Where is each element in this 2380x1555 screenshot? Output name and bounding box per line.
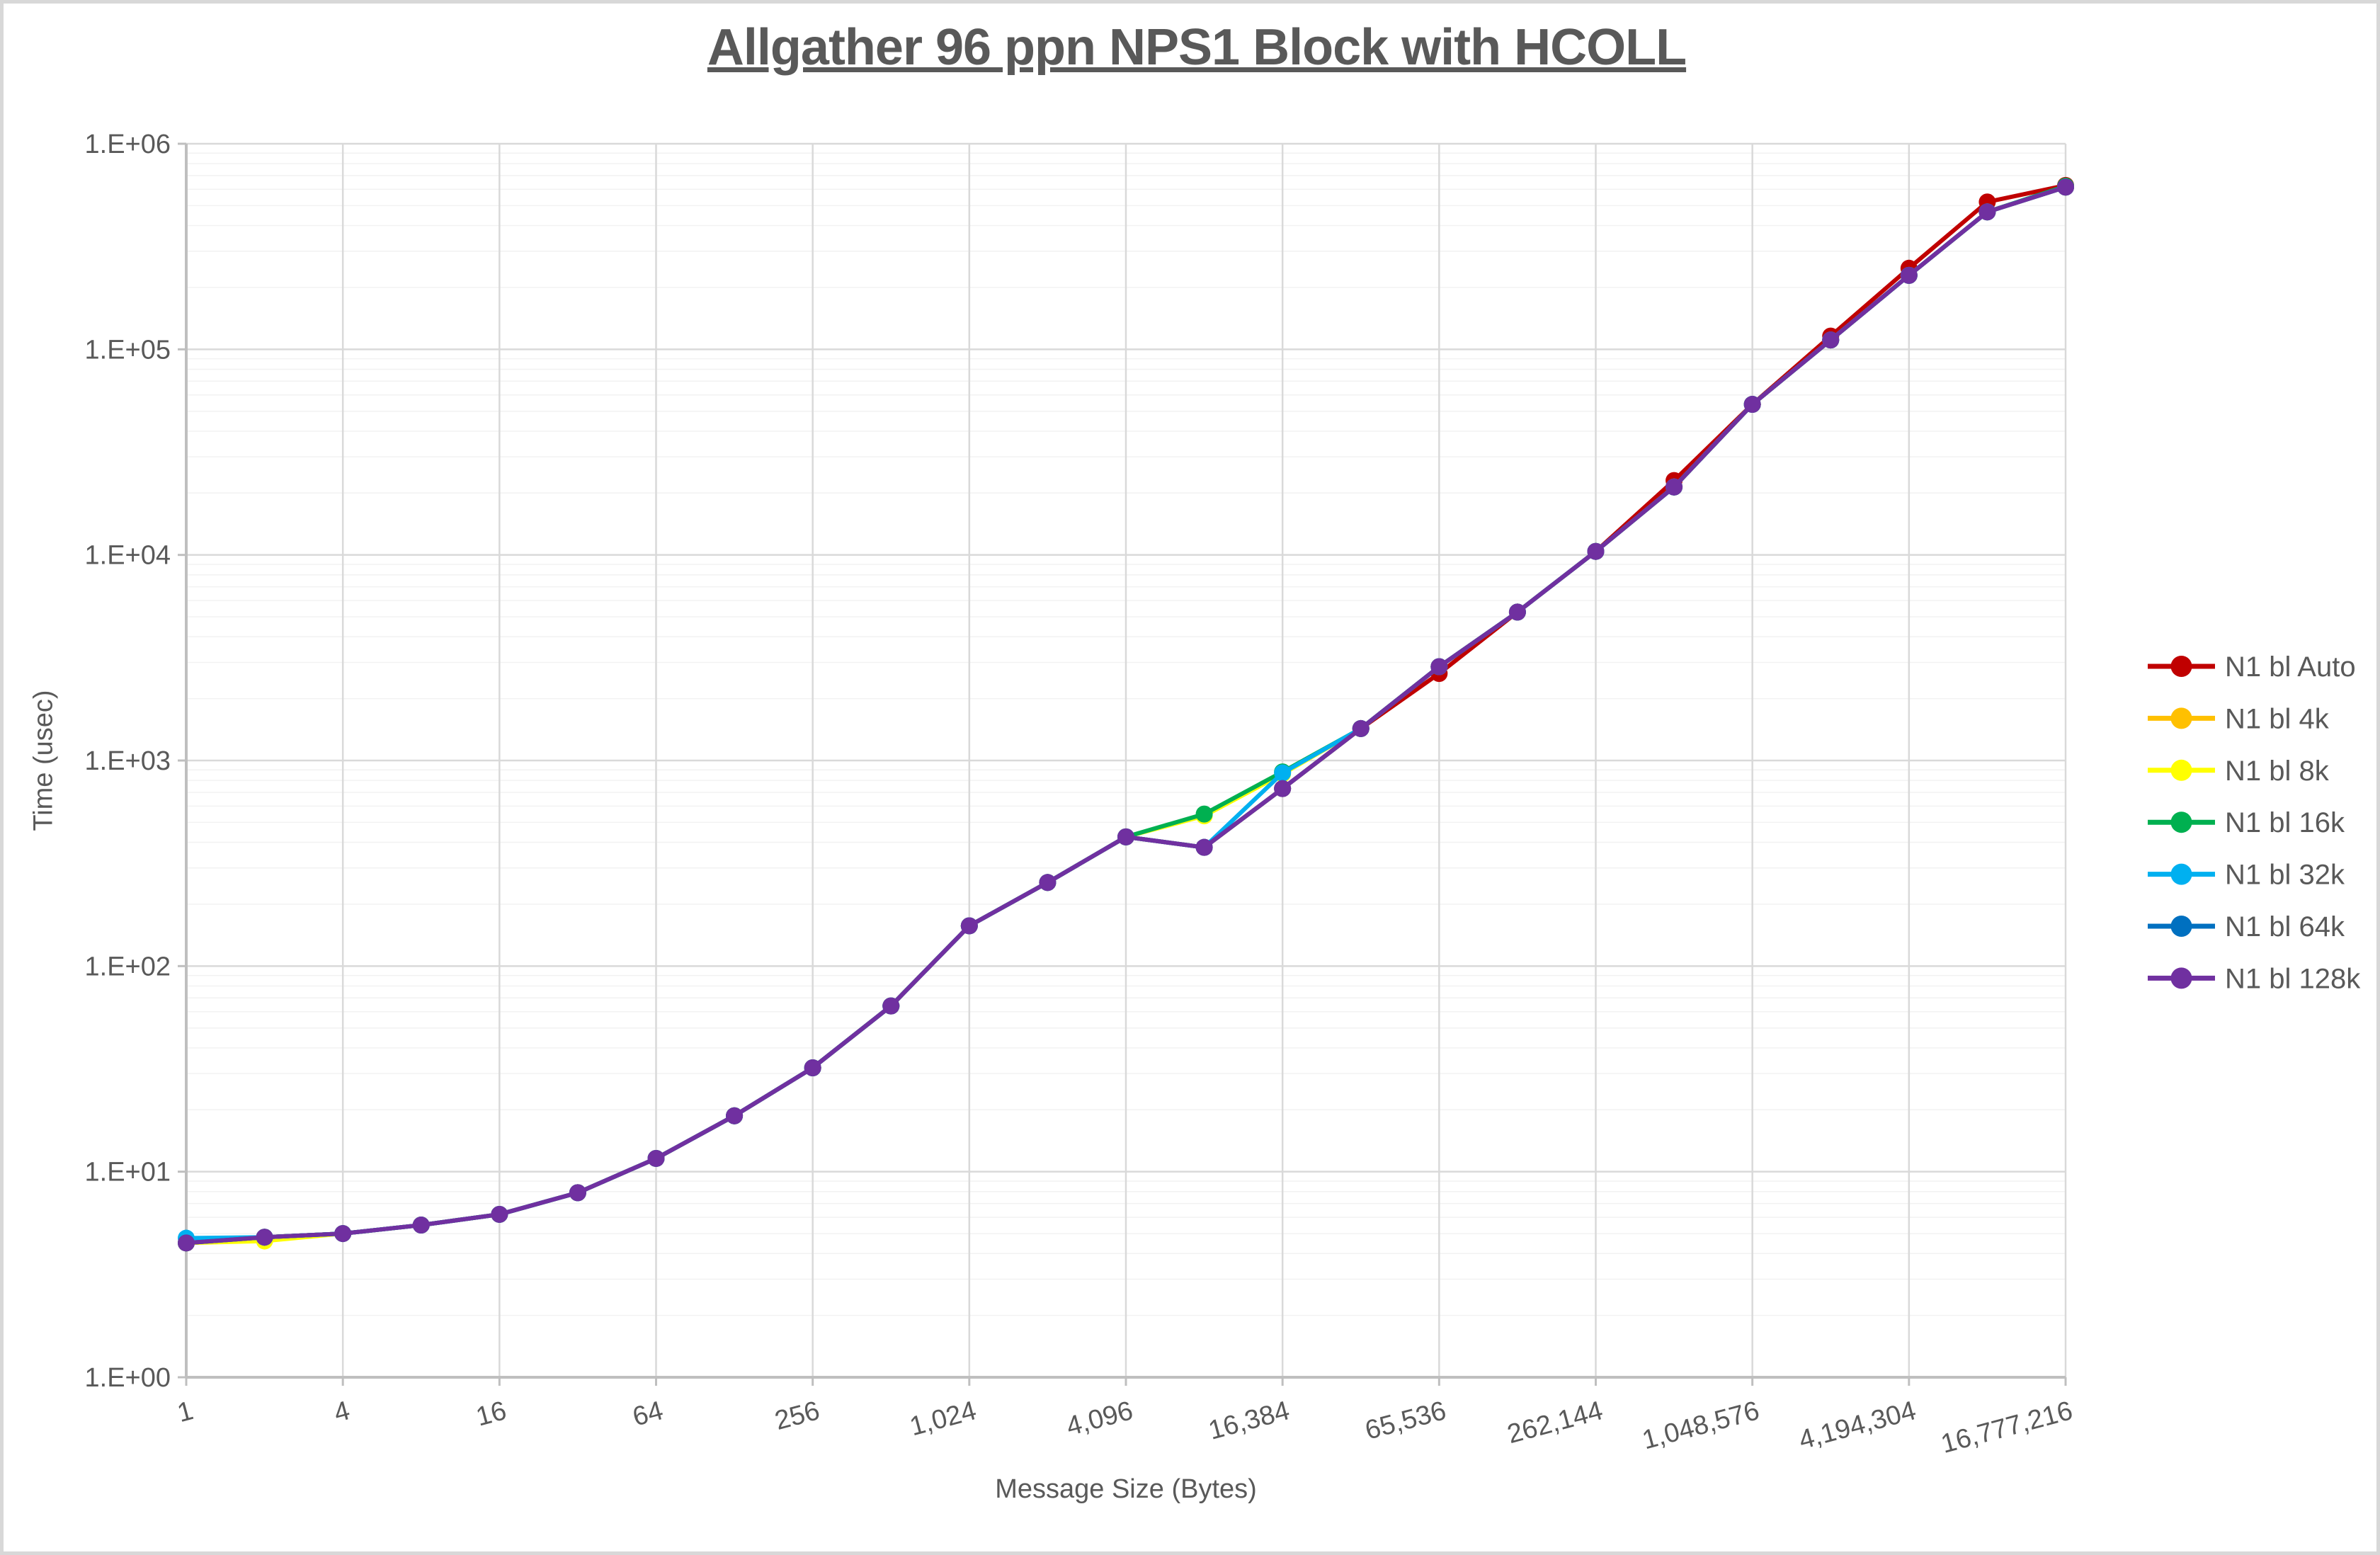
series-marker-n1-bl-128k [1195, 838, 1213, 856]
legend-item-n1-bl-4k: N1 bl 4k [2148, 703, 2330, 734]
series-marker-n1-bl-128k [334, 1225, 352, 1243]
x-tick-label: 16 [473, 1396, 510, 1432]
series-marker-n1-bl-128k [960, 917, 978, 935]
legend-label: N1 bl Auto [2225, 651, 2356, 683]
legend-label: N1 bl 64k [2225, 911, 2345, 942]
x-tick-label: 65,536 [1362, 1396, 1450, 1446]
y-axis-title: Time (usec) [28, 690, 59, 831]
series-marker-n1-bl-16k [1195, 805, 1213, 823]
legend-marker [2170, 759, 2192, 781]
y-tick-label: 1.E+04 [85, 541, 171, 571]
series-marker-n1-bl-128k [1430, 658, 1448, 676]
legend-label: N1 bl 32k [2225, 860, 2345, 891]
y-tick-label: 1.E+03 [85, 746, 171, 776]
legend-marker [2170, 863, 2192, 885]
x-axis-title: Message Size (Bytes) [995, 1474, 1257, 1504]
x-tick-label: 16,777,216 [1938, 1396, 2076, 1459]
series-marker-n1-bl-128k [1039, 874, 1057, 892]
x-tick-label: 4 [331, 1396, 353, 1428]
series-marker-n1-bl-128k [2057, 178, 2074, 196]
x-tick-label: 1,024 [906, 1396, 979, 1442]
legend-item-n1-bl-auto: N1 bl Auto [2148, 651, 2356, 683]
legend-marker [2170, 967, 2192, 989]
x-tick-label: 16,384 [1205, 1396, 1292, 1446]
series-marker-n1-bl-128k [178, 1234, 195, 1252]
legend-label: N1 bl 128k [2225, 963, 2361, 994]
legend-marker [2170, 916, 2192, 937]
y-tick-label: 1.E+02 [85, 952, 171, 981]
legend-marker [2170, 707, 2192, 729]
legend-marker [2170, 811, 2192, 833]
series-marker-n1-bl-128k [1822, 331, 1840, 349]
series-marker-n1-bl-128k [1587, 542, 1605, 560]
legend-item-n1-bl-32k: N1 bl 32k [2148, 860, 2345, 891]
x-tick-label: 4,194,304 [1796, 1396, 1919, 1455]
legend-label: N1 bl 8k [2225, 756, 2330, 787]
series-marker-n1-bl-128k [647, 1149, 665, 1167]
x-tick-label: 1,048,576 [1639, 1396, 1763, 1455]
series-marker-n1-bl-128k [1978, 203, 1996, 221]
series-marker-n1-bl-128k [804, 1059, 821, 1077]
x-tick-label: 64 [630, 1396, 666, 1432]
series-marker-n1-bl-128k [1743, 396, 1761, 414]
legend-item-n1-bl-128k: N1 bl 128k [2148, 963, 2361, 994]
series-marker-n1-bl-128k [1508, 603, 1526, 621]
series-marker-n1-bl-128k [412, 1217, 430, 1234]
y-tick-label: 1.E+01 [85, 1158, 171, 1187]
chart-title: Allgather 96 ppn NPS1 Block with HCOLL [707, 19, 1687, 76]
series-marker-n1-bl-128k [1900, 266, 1918, 284]
legend-item-n1-bl-64k: N1 bl 64k [2148, 911, 2345, 942]
series-marker-n1-bl-128k [1117, 828, 1134, 845]
x-tick-label: 262,144 [1504, 1396, 1606, 1449]
series-marker-n1-bl-128k [882, 997, 900, 1015]
x-tick-label: 4,096 [1064, 1396, 1137, 1442]
x-tick-label: 256 [772, 1396, 823, 1436]
x-tick-label: 1 [174, 1396, 196, 1428]
series-marker-n1-bl-128k [1274, 780, 1292, 797]
series-marker-n1-bl-128k [726, 1107, 744, 1124]
legend-label: N1 bl 4k [2225, 703, 2330, 734]
y-tick-label: 1.E+00 [85, 1363, 171, 1393]
legend-item-n1-bl-16k: N1 bl 16k [2148, 807, 2345, 838]
series-marker-n1-bl-128k [1352, 719, 1370, 737]
series-marker-n1-bl-128k [569, 1184, 586, 1202]
series-marker-n1-bl-128k [491, 1205, 508, 1223]
legend-label: N1 bl 16k [2225, 807, 2345, 838]
series-marker-n1-bl-128k [1666, 478, 1683, 496]
y-tick-label: 1.E+06 [85, 130, 171, 159]
y-tick-label: 1.E+05 [85, 335, 171, 365]
legend-item-n1-bl-8k: N1 bl 8k [2148, 756, 2330, 787]
legend-marker [2170, 656, 2192, 677]
series-marker-n1-bl-128k [256, 1229, 273, 1246]
series-marker-n1-bl-32k [1274, 764, 1292, 782]
